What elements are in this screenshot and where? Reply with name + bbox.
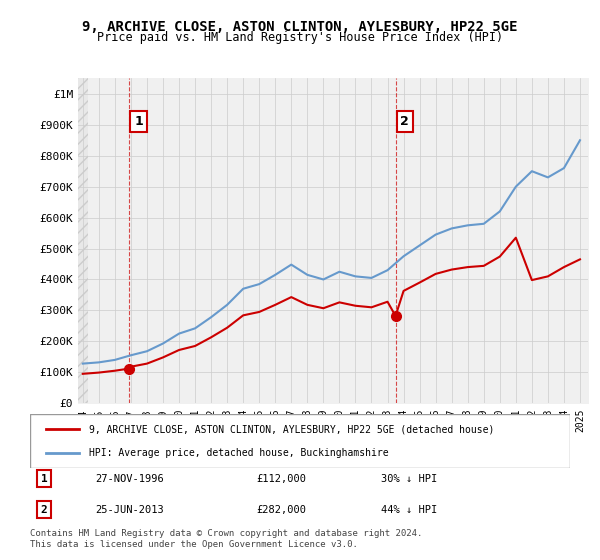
Text: Contains HM Land Registry data © Crown copyright and database right 2024.
This d: Contains HM Land Registry data © Crown c… xyxy=(30,529,422,549)
Text: £282,000: £282,000 xyxy=(257,505,307,515)
Text: 1: 1 xyxy=(134,115,143,128)
Text: 30% ↓ HPI: 30% ↓ HPI xyxy=(381,474,437,484)
Text: 27-NOV-1996: 27-NOV-1996 xyxy=(95,474,164,484)
Text: 9, ARCHIVE CLOSE, ASTON CLINTON, AYLESBURY, HP22 5GE: 9, ARCHIVE CLOSE, ASTON CLINTON, AYLESBU… xyxy=(82,20,518,34)
FancyBboxPatch shape xyxy=(30,414,570,468)
Text: 25-JUN-2013: 25-JUN-2013 xyxy=(95,505,164,515)
Text: 44% ↓ HPI: 44% ↓ HPI xyxy=(381,505,437,515)
Text: £112,000: £112,000 xyxy=(257,474,307,484)
Bar xyxy=(75,78,88,403)
Text: 1: 1 xyxy=(41,474,47,484)
Text: 2: 2 xyxy=(400,115,409,128)
Text: Price paid vs. HM Land Registry's House Price Index (HPI): Price paid vs. HM Land Registry's House … xyxy=(97,31,503,44)
Text: HPI: Average price, detached house, Buckinghamshire: HPI: Average price, detached house, Buck… xyxy=(89,447,389,458)
Text: 9, ARCHIVE CLOSE, ASTON CLINTON, AYLESBURY, HP22 5GE (detached house): 9, ARCHIVE CLOSE, ASTON CLINTON, AYLESBU… xyxy=(89,424,495,435)
Text: 2: 2 xyxy=(41,505,47,515)
